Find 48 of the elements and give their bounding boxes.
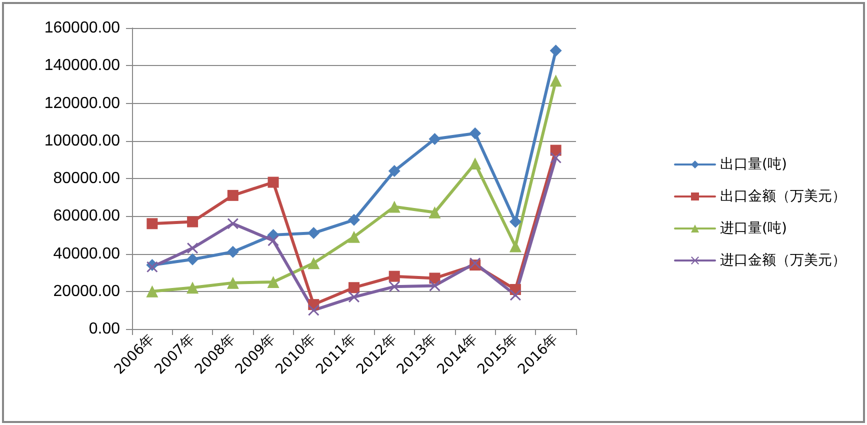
y-tick-label: 0.00 <box>88 320 120 338</box>
point <box>186 282 199 294</box>
y-tick-label: 100000.00 <box>44 132 120 150</box>
point <box>308 227 320 240</box>
y-tick-label: 60000.00 <box>53 208 120 225</box>
point <box>510 290 521 301</box>
point <box>308 304 320 316</box>
point <box>227 218 238 230</box>
point <box>550 44 562 57</box>
point <box>550 152 562 164</box>
point <box>348 282 360 294</box>
point <box>348 292 360 303</box>
point <box>146 285 158 298</box>
point <box>388 281 400 292</box>
point <box>227 190 238 201</box>
legend-label: 进口量(吨) <box>720 220 787 236</box>
legend-label: 出口量(吨) <box>720 156 787 172</box>
point <box>268 176 279 188</box>
point <box>388 270 400 282</box>
point <box>509 240 522 252</box>
y-tick-label: 40000.00 <box>53 245 120 262</box>
point <box>348 214 360 226</box>
point <box>268 235 279 246</box>
point <box>146 218 158 230</box>
y-tick-label: 20000.00 <box>53 282 120 300</box>
y-tick-label: 120000.00 <box>44 94 120 112</box>
point <box>469 157 482 170</box>
point <box>348 230 360 243</box>
y-tick-label: 80000.00 <box>53 170 120 187</box>
point <box>550 74 562 87</box>
point <box>388 164 400 177</box>
point <box>226 246 239 258</box>
point <box>308 257 320 270</box>
point <box>388 200 400 213</box>
point <box>509 216 522 228</box>
point <box>226 276 239 289</box>
point <box>469 127 482 140</box>
point <box>187 242 198 254</box>
legend-label: 进口金额（万美元） <box>720 252 846 268</box>
legend-label: 出口金额（万美元） <box>720 188 846 204</box>
y-tick-label: 140000.00 <box>44 57 120 74</box>
point <box>186 253 199 266</box>
point <box>267 276 280 288</box>
point <box>428 132 441 145</box>
y-tick-label: 160000.00 <box>44 20 120 36</box>
point <box>428 206 441 218</box>
point <box>187 216 198 228</box>
point <box>429 280 440 292</box>
